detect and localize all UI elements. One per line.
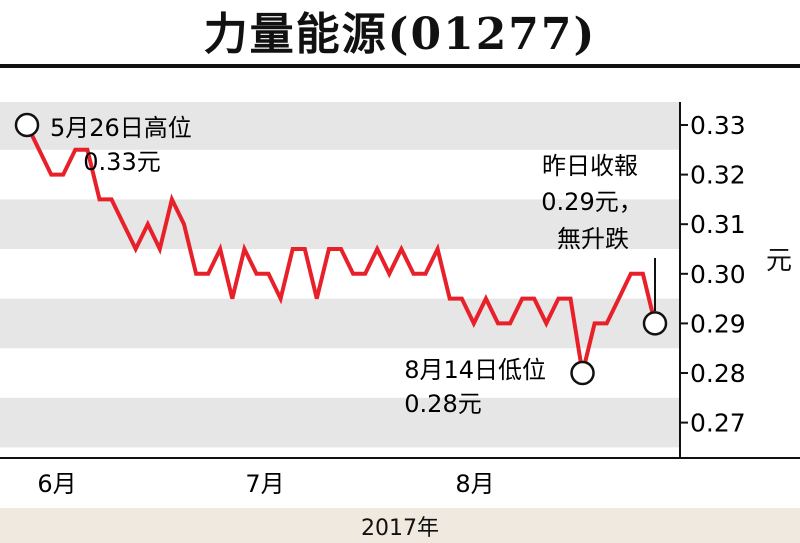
x-axis-year-label: 2017年	[361, 515, 439, 541]
low-marker	[570, 360, 595, 386]
y-tick-label: 0.33	[690, 111, 746, 140]
y-tick-label: 0.31	[690, 210, 746, 239]
latest-line1: 昨日收報	[542, 152, 638, 180]
y-tick-label: 0.29	[690, 309, 746, 338]
price-series-line	[25, 124, 657, 374]
latest-line2: 0.29元，	[541, 188, 642, 216]
title-rule	[0, 64, 800, 68]
high-date-label: 5月26日高位	[50, 114, 192, 142]
low-price-label: 0.28元	[404, 390, 481, 418]
chart-title: 力量能源(01277)	[203, 9, 597, 60]
high-price-label: 0.33元	[83, 148, 160, 176]
latest-line3: 無升跌	[557, 225, 629, 253]
unit-label: 元	[766, 246, 793, 276]
x-tick-label: 6月	[37, 470, 76, 498]
y-tick-label: 0.30	[690, 260, 746, 289]
grid-band-1	[0, 102, 680, 150]
y-tick-label: 0.32	[690, 161, 746, 190]
y-tick-label: 0.28	[690, 359, 746, 388]
low-date-label: 8月14日低位	[404, 356, 546, 384]
grid-band-3	[0, 298, 680, 349]
y-tick-label: 0.27	[690, 409, 746, 438]
year-footer: 2017年	[0, 508, 800, 543]
high-marker	[14, 112, 40, 138]
grid-band-4	[0, 397, 680, 448]
x-tick-label: 8月	[455, 470, 494, 498]
x-tick-label: 7月	[245, 470, 284, 498]
latest-marker	[642, 311, 668, 336]
